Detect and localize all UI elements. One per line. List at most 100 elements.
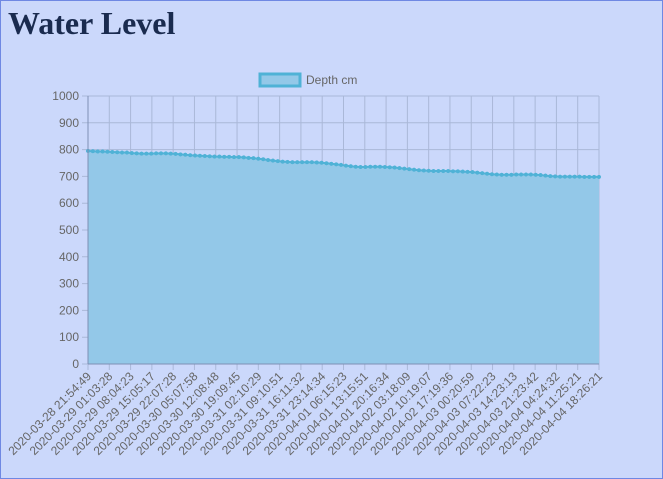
legend-label: Depth cm: [306, 73, 357, 87]
data-point: [188, 153, 193, 158]
data-point: [110, 149, 115, 155]
data-point: [416, 168, 421, 173]
data-point: [173, 151, 178, 156]
data-point: [178, 152, 183, 157]
data-point: [412, 167, 417, 172]
data-point: [397, 166, 402, 171]
data-point: [334, 162, 339, 167]
data-point: [572, 174, 577, 179]
data-point: [392, 165, 397, 170]
data-point: [246, 155, 251, 160]
data-point: [236, 155, 241, 160]
data-point: [256, 156, 261, 161]
data-point: [494, 172, 499, 177]
data-point: [266, 158, 271, 163]
data-point: [139, 151, 144, 156]
data-point: [465, 169, 470, 174]
y-tick-label: 100: [59, 330, 79, 344]
data-point: [95, 149, 100, 154]
area-fill: [88, 150, 599, 364]
data-point: [197, 153, 202, 158]
data-point: [543, 173, 548, 178]
data-point: [280, 159, 285, 164]
data-point: [120, 150, 125, 155]
data-point: [480, 171, 485, 176]
data-point: [314, 160, 319, 165]
data-point: [421, 168, 426, 173]
data-point: [446, 168, 451, 174]
data-point: [485, 171, 490, 176]
y-tick-label: 600: [59, 196, 79, 210]
data-point: [358, 164, 363, 170]
data-point: [441, 168, 446, 174]
data-point: [450, 169, 456, 174]
data-point: [577, 174, 582, 179]
y-tick-label: 900: [59, 116, 79, 130]
legend[interactable]: Depth cm: [258, 72, 357, 88]
data-point: [251, 156, 256, 161]
y-tick-label: 200: [59, 303, 79, 317]
data-point: [377, 164, 383, 169]
data-point: [304, 160, 310, 165]
data-point: [596, 174, 602, 179]
data-point: [115, 150, 120, 155]
data-point: [558, 174, 563, 179]
data-point: [402, 166, 407, 171]
data-point: [353, 164, 358, 169]
data-point: [387, 165, 392, 170]
data-point: [329, 161, 334, 166]
data-point: [217, 154, 222, 159]
data-point: [100, 149, 105, 154]
page-title: Water Level: [8, 5, 176, 41]
data-point: [202, 153, 207, 159]
data-point: [519, 172, 524, 177]
series-points: [85, 148, 602, 179]
y-tick-label: 700: [59, 169, 79, 183]
data-point: [193, 153, 198, 158]
data-point: [431, 168, 436, 174]
data-point: [514, 172, 519, 177]
data-point: [509, 172, 514, 177]
data-point: [163, 151, 168, 156]
data-point: [241, 155, 246, 160]
data-point: [460, 169, 465, 174]
data-point: [90, 149, 95, 154]
data-point: [222, 154, 227, 159]
data-point: [261, 157, 266, 162]
y-tick-label: 300: [59, 277, 79, 291]
data-point: [343, 163, 348, 168]
data-point: [436, 168, 441, 174]
y-tick-label: 400: [59, 250, 79, 264]
data-point: [538, 173, 543, 178]
data-point: [523, 172, 529, 177]
data-point: [300, 160, 305, 165]
data-point: [368, 164, 373, 169]
data-point: [548, 174, 553, 179]
data-point: [489, 172, 494, 177]
data-point: [587, 174, 592, 179]
data-point: [348, 164, 353, 169]
data-point: [324, 161, 329, 166]
data-point: [212, 154, 217, 159]
data-point: [129, 151, 134, 156]
data-point: [567, 174, 572, 179]
data-point: [319, 160, 324, 165]
data-point: [455, 169, 460, 174]
data-point: [144, 151, 149, 156]
data-point: [275, 159, 280, 164]
data-point: [285, 159, 290, 164]
data-point: [295, 160, 300, 165]
data-point: [533, 172, 538, 177]
data-point: [105, 149, 110, 154]
data-point: [231, 155, 237, 160]
y-tick-label: 1000: [52, 89, 79, 103]
y-tick-label: 0: [72, 357, 79, 371]
data-point: [426, 168, 431, 173]
data-point: [124, 150, 129, 155]
data-point: [183, 152, 188, 157]
data-point: [154, 151, 159, 156]
data-point: [149, 151, 154, 156]
series-area: [87, 149, 599, 364]
